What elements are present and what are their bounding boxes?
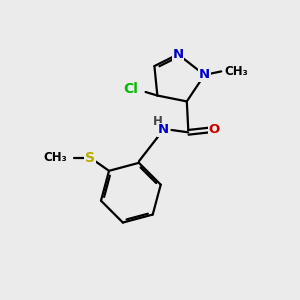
Text: N: N (172, 48, 184, 61)
Text: CH₃: CH₃ (224, 65, 248, 78)
Text: H: H (153, 115, 163, 128)
Text: N: N (158, 124, 169, 136)
Text: CH₃: CH₃ (44, 151, 67, 164)
Text: N: N (199, 68, 210, 81)
Text: O: O (208, 124, 220, 136)
Text: S: S (85, 151, 95, 165)
Text: Cl: Cl (123, 82, 138, 96)
